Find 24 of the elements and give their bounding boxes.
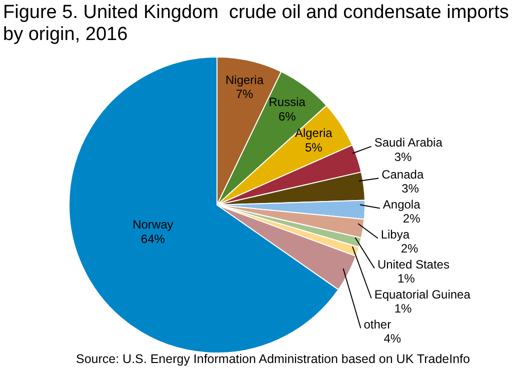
data-label: 3% [394,150,412,164]
data-label: 7% [236,87,254,102]
data-label: 4% [384,332,402,346]
data-label: 6% [278,109,296,124]
source-note: Source: U.S. Energy Information Administration based on UK TradeInfo [76,352,470,366]
slice-label: Canada [382,167,424,182]
slice-label: Russia [268,95,306,110]
data-label: 5% [304,140,323,154]
data-label: 2% [402,212,421,226]
slice-label: Norway [132,217,174,232]
slice-label: Saudi Arabia [374,135,443,150]
data-label: 1% [397,272,416,286]
slice-label: Libya [380,227,410,242]
data-label: 64% [140,232,166,246]
slice-label: United States [377,257,450,272]
data-label: 1% [394,302,412,316]
slice-label: other [364,317,392,332]
data-label: 2% [400,242,418,256]
slice-label: Angola [382,197,421,212]
chart-title: Figure 5. United Kingdom crude oil and condensate imports by origin, 2016 [3,2,510,46]
data-label: 3% [402,182,420,196]
slice-label: Equatorial Guinea [374,287,471,302]
slice-label: Algeria [294,126,333,140]
slice-label: Nigeria [226,72,264,87]
